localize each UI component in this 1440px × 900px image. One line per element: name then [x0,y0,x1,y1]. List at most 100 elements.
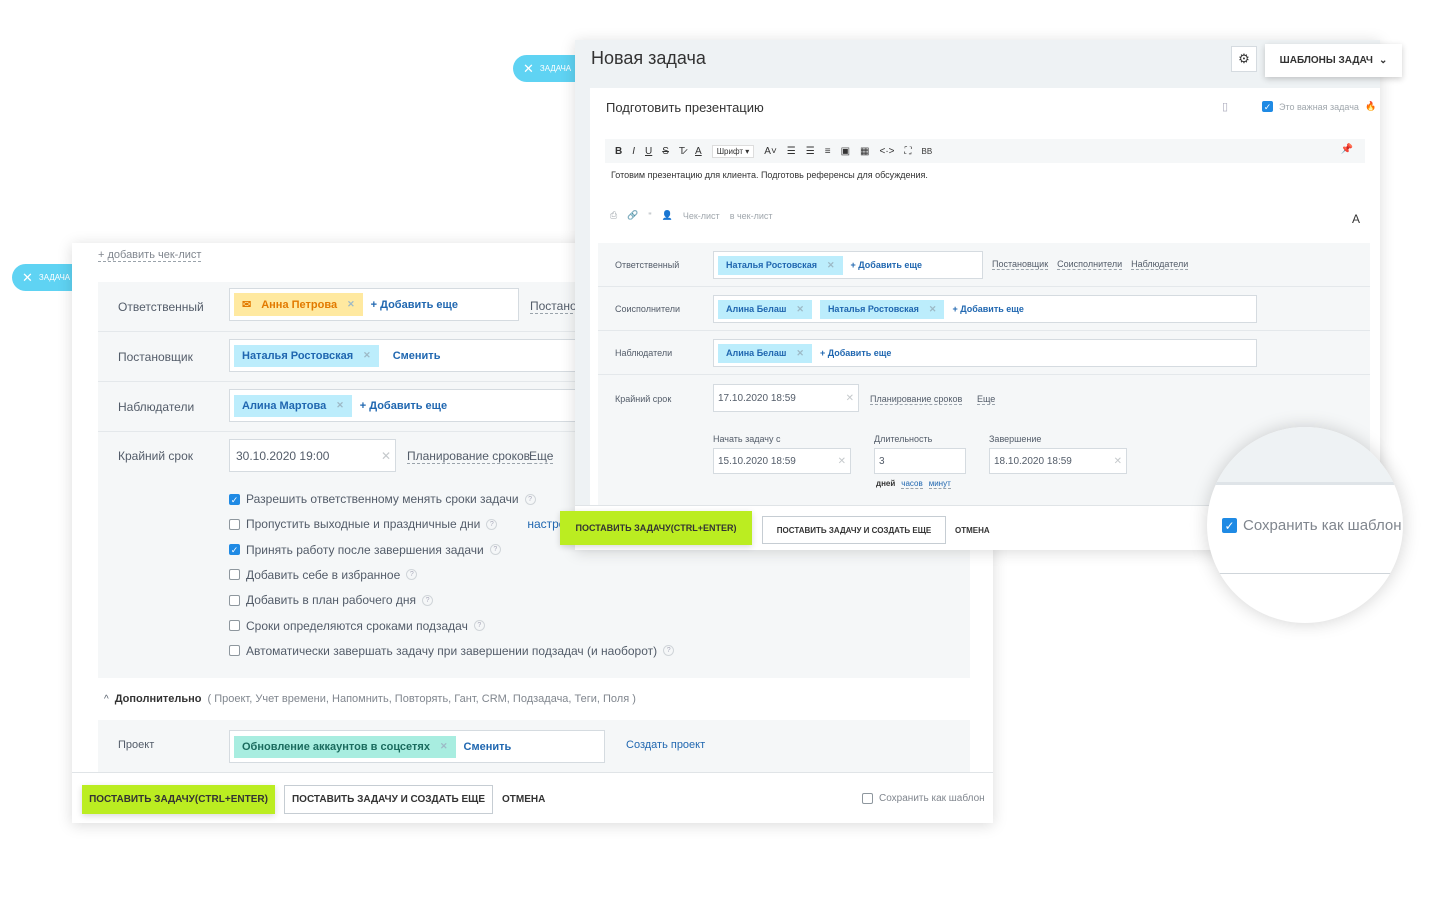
submit-button[interactable]: ПОСТАВИТЬ ЗАДАЧУ(CTRL+ENTER) [82,785,275,814]
link-icon[interactable]: 🔗 [627,210,639,220]
remove-icon[interactable]: ✕ [439,741,448,751]
table-icon[interactable]: ▦ [860,145,870,157]
add-checklist-link[interactable]: + добавить чек-лист [98,249,202,262]
option-checkbox[interactable]: Сроки определяются сроками подзадач? [229,619,485,633]
priority-icon[interactable]: ▯ [1222,101,1229,113]
checkbox[interactable] [229,569,240,581]
clear-icon[interactable]: ✕ [1113,455,1122,467]
templates-dropdown[interactable]: ШАБЛОНЫ ЗАДАЧ ⌄ [1265,44,1402,77]
assigner-link[interactable]: Постанов [530,299,584,314]
description-editor[interactable]: Готовим презентацию для клиента. Подгото… [611,170,928,180]
add-more-link[interactable]: + Добавить еще [359,399,448,412]
to-checklist-button[interactable]: в чек-лист [729,210,773,221]
responsible-chip[interactable]: ✉ Анна Петрова ✕ [234,293,363,316]
planning-link[interactable]: Планирование сроков [407,449,531,464]
task-tab-back[interactable]: ✕ ЗАДАЧА [12,264,74,291]
project-chip[interactable]: Обновление аккаунтов в соцсетях ✕ [234,735,456,758]
role-link[interactable]: Наблюдатели [1131,259,1189,270]
add-more-link[interactable]: + Добавить еще [819,348,892,358]
help-icon[interactable]: ? [486,518,498,530]
help-icon[interactable]: ? [489,544,501,556]
start-date-input[interactable]: 15.10.2020 18:59 ✕ [713,448,851,474]
help-icon[interactable]: ? [406,569,418,581]
font-color-icon[interactable]: A [695,145,702,157]
submit-and-create-button[interactable]: ПОСТАВИТЬ ЗАДАЧУ И СОЗДАТЬ ЕЩЕ [284,785,493,814]
clear-format-icon[interactable]: T̷ [678,145,686,157]
unit-minutes[interactable]: минут [928,479,951,489]
font-size-icon[interactable]: A˅ [764,145,777,157]
remove-icon[interactable]: ✕ [796,347,804,358]
checkbox[interactable]: ✓ [1262,101,1273,112]
checkbox[interactable]: ✓ [1222,518,1237,533]
checkbox[interactable]: ✓ [229,544,240,556]
submit-button[interactable]: ПОСТАВИТЬ ЗАДАЧУ(CTRL+ENTER) [560,511,752,545]
gear-icon[interactable]: ⚙ [1231,46,1257,72]
option-checkbox[interactable]: ✓ Разрешить ответственному менять сроки з… [229,492,536,506]
option-checkbox[interactable]: Пропустить выходные и праздничные дни? на… [229,517,584,531]
italic-icon[interactable]: I [632,145,636,157]
checkbox[interactable] [229,518,240,530]
submit-and-create-button[interactable]: ПОСТАВИТЬ ЗАДАЧУ И СОЗДАТЬ ЕЩЕ [762,516,946,544]
bold-icon[interactable]: B [615,145,623,157]
task-name-input[interactable]: Подготовить презентацию [606,100,764,115]
additional-section[interactable]: ^ Дополнительно ( Проект, Учет времени, … [104,693,636,705]
help-icon[interactable]: ? [663,645,675,657]
checkbox[interactable] [229,620,240,631]
add-more-link[interactable]: + Добавить еще [952,304,1024,314]
cancel-button[interactable]: ОТМЕНА [955,525,990,535]
save-template-checkbox-zoomed[interactable]: ✓ Сохранить как шаблон [1222,517,1402,534]
user-chip[interactable]: Алина Белаш ✕ [718,299,812,319]
important-checkbox[interactable]: ✓ Это важная задача 🔥 [1262,101,1377,112]
ordered-list-icon[interactable]: ☰ [786,145,796,157]
fullscreen-icon[interactable]: ⛶ [904,145,912,157]
observer-chip[interactable]: Алина Мартова ✕ [234,394,352,417]
change-link[interactable]: Сменить [392,349,441,362]
underline-icon[interactable]: U [645,145,653,157]
image-icon[interactable]: ▣ [840,145,851,157]
remove-icon[interactable]: ✕ [928,303,937,314]
option-checkbox[interactable]: Автоматически завершать задачу при завер… [229,644,675,658]
pin-icon[interactable]: 📌 [1340,144,1353,155]
checkbox[interactable] [862,793,873,804]
help-icon[interactable]: ? [524,493,536,505]
unit-hours[interactable]: часов [901,479,923,489]
remove-icon[interactable]: ✕ [336,400,344,410]
create-project-link[interactable]: Создать проект [626,739,706,751]
font-select[interactable]: Шрифт ▾ [711,144,755,158]
option-checkbox[interactable]: Добавить себе в избранное? [229,568,418,582]
save-template-checkbox[interactable]: Сохранить как шаблон [862,793,985,804]
user-chip[interactable]: Алина Белаш ✕ [718,343,812,363]
remove-icon[interactable]: ✕ [826,259,835,270]
cancel-button[interactable]: ОТМЕНА [502,794,546,805]
option-checkbox[interactable]: ✓ Принять работу после завершения задачи? [229,543,501,557]
remove-icon[interactable]: ✕ [347,299,355,309]
task-tab-front[interactable]: ✕ ЗАДАЧА [513,55,577,82]
mention-icon[interactable]: 👤 [661,210,673,220]
option-checkbox[interactable]: Добавить в план рабочего дня? [229,593,434,607]
end-date-input[interactable]: 18.10.2020 18:59 ✕ [989,448,1127,474]
align-icon[interactable]: ≡ [824,145,831,157]
quote-icon[interactable]: " [648,210,652,221]
remove-icon[interactable]: ✕ [363,350,371,360]
checklist-button[interactable]: Чек-лист [682,210,720,221]
checkbox[interactable] [229,645,240,657]
file-icon[interactable]: ⎙ [610,210,618,220]
checkbox[interactable]: ✓ [229,493,240,505]
bullet-list-icon[interactable]: ☰ [805,145,815,157]
add-more-link[interactable]: + Добавить еще [370,298,458,311]
help-icon[interactable]: ? [422,594,434,606]
help-icon[interactable]: ? [473,620,485,631]
user-chip[interactable]: Наталья Ростовская ✕ [819,299,945,319]
more-link[interactable]: Еще [529,449,554,464]
text-format-icon[interactable]: A [1351,212,1360,226]
user-chip[interactable]: Наталья Ростовская ✕ [718,255,843,275]
deadline-input[interactable]: 17.10.2020 18:59 ✕ [713,384,859,412]
planning-link[interactable]: Планирование сроков [870,394,963,405]
unit-days[interactable]: дней [876,479,896,488]
assigner-chip[interactable]: Наталья Ростовская ✕ [234,344,379,367]
role-link[interactable]: Постановщик [992,259,1049,270]
strike-icon[interactable]: S [662,145,669,157]
bbcode-icon[interactable]: BB [921,146,933,156]
clear-icon[interactable]: ✕ [837,455,846,467]
role-link[interactable]: Соисполнители [1057,259,1123,270]
